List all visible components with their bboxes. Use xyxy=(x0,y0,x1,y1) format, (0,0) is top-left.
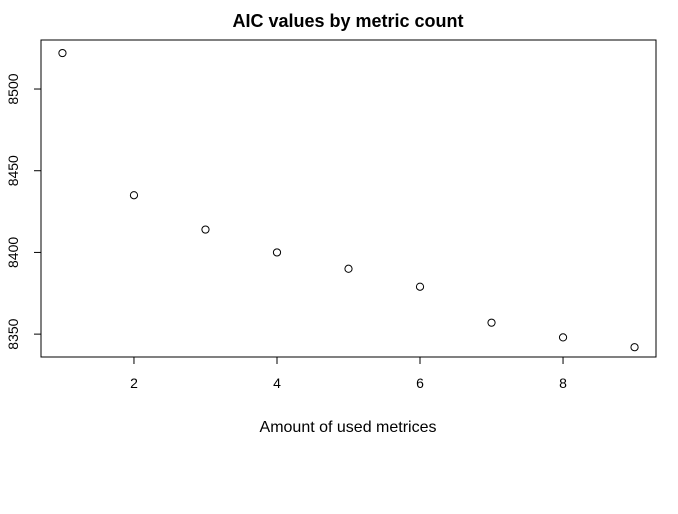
y-tick-label: 8350 xyxy=(5,318,21,349)
y-tick-label: 8400 xyxy=(5,237,21,268)
chart-title: AIC values by metric count xyxy=(232,11,463,31)
data-point xyxy=(272,248,282,257)
y-tick-label: 8450 xyxy=(5,155,21,186)
data-point xyxy=(558,333,568,342)
y-axis: 8350 8400 8450 8500 xyxy=(5,73,42,350)
data-point xyxy=(58,48,67,58)
x-tick-label: 4 xyxy=(273,375,281,391)
data-points xyxy=(58,48,639,352)
x-tick-label: 8 xyxy=(559,375,567,391)
data-point xyxy=(129,191,139,200)
x-axis-label: Amount of used metrices xyxy=(260,419,437,436)
x-tick-label: 2 xyxy=(130,375,138,391)
x-axis: 2 4 6 8 xyxy=(130,356,567,391)
x-tick-label: 6 xyxy=(416,375,424,391)
data-point xyxy=(201,225,210,234)
data-point xyxy=(344,264,353,273)
data-point xyxy=(415,282,425,291)
y-tick-label: 8500 xyxy=(5,73,21,104)
data-point xyxy=(630,343,639,352)
data-point xyxy=(487,318,496,327)
